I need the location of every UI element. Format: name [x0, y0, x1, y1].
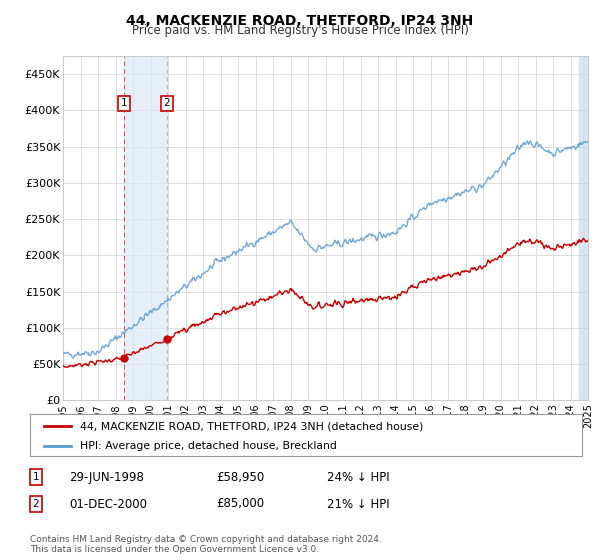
- Bar: [124, 56, 167, 400]
- Text: 1: 1: [32, 472, 40, 482]
- Text: 44, MACKENZIE ROAD, THETFORD, IP24 3NH: 44, MACKENZIE ROAD, THETFORD, IP24 3NH: [127, 14, 473, 28]
- Text: 1: 1: [121, 98, 127, 108]
- Text: 44, MACKENZIE ROAD, THETFORD, IP24 3NH (detached house): 44, MACKENZIE ROAD, THETFORD, IP24 3NH (…: [80, 421, 423, 431]
- Text: HPI: Average price, detached house, Breckland: HPI: Average price, detached house, Brec…: [80, 441, 337, 451]
- Text: 2: 2: [32, 499, 40, 509]
- Text: £58,950: £58,950: [216, 470, 264, 484]
- Text: Contains HM Land Registry data © Crown copyright and database right 2024.
This d: Contains HM Land Registry data © Crown c…: [30, 535, 382, 554]
- Text: £85,000: £85,000: [216, 497, 264, 511]
- Text: 2: 2: [163, 98, 170, 108]
- Text: 24% ↓ HPI: 24% ↓ HPI: [327, 470, 389, 484]
- Text: 21% ↓ HPI: 21% ↓ HPI: [327, 497, 389, 511]
- Bar: [579, 56, 590, 400]
- Text: 01-DEC-2000: 01-DEC-2000: [69, 497, 147, 511]
- Text: 29-JUN-1998: 29-JUN-1998: [69, 470, 144, 484]
- Text: Price paid vs. HM Land Registry's House Price Index (HPI): Price paid vs. HM Land Registry's House …: [131, 24, 469, 37]
